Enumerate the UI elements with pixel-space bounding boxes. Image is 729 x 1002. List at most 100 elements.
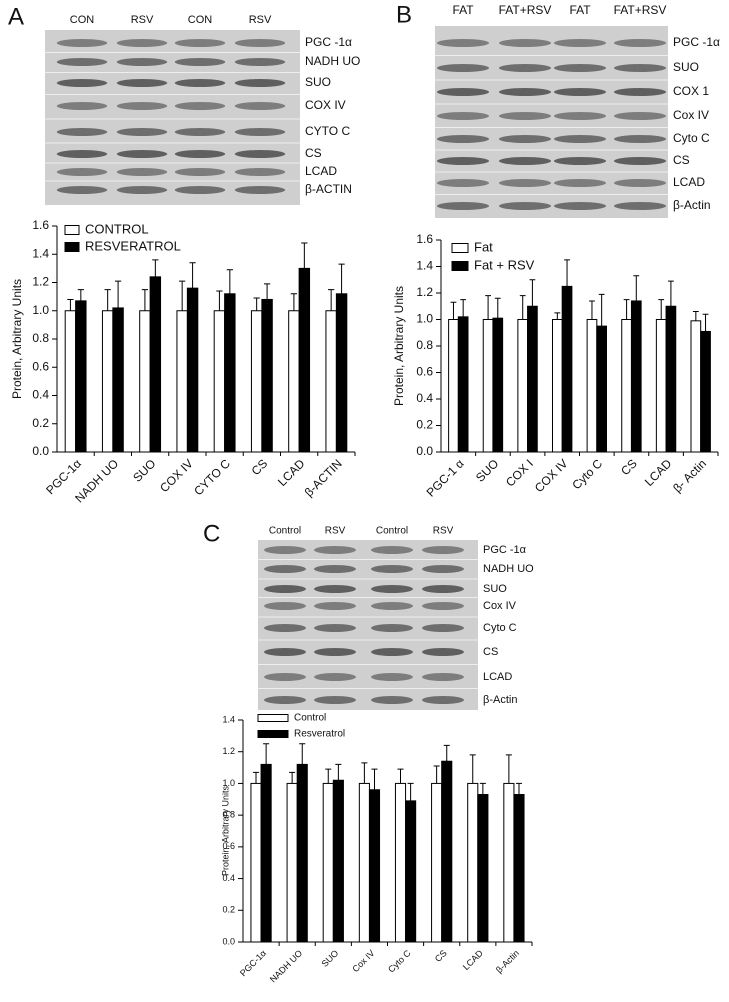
blot-band <box>314 696 356 704</box>
error-bar <box>658 299 665 320</box>
blot-band <box>116 39 168 47</box>
blot-band <box>613 39 667 47</box>
legend-swatch <box>257 714 289 722</box>
y-tick-label: 0.8 <box>32 331 49 345</box>
error-bar <box>216 290 223 311</box>
bar <box>213 310 226 453</box>
bar <box>431 782 443 943</box>
blot-band <box>553 202 607 210</box>
y-tick-label: 0.8 <box>416 338 433 352</box>
x-tick-label: COX I <box>503 456 536 489</box>
x-tick-label: SUO <box>320 948 341 969</box>
x-tick-label: CS <box>618 456 640 478</box>
y-tick-label: 1.4 <box>416 259 433 273</box>
blot-band <box>314 602 356 610</box>
blot-band <box>234 186 286 194</box>
blot-band <box>436 179 490 187</box>
blot-band <box>553 135 607 143</box>
error-bar <box>67 298 74 311</box>
error-bar <box>460 299 467 317</box>
blot-band <box>264 673 306 681</box>
blot-band <box>174 168 226 176</box>
error-bar <box>77 289 84 301</box>
blot-band <box>264 602 306 610</box>
bar <box>630 300 642 453</box>
bar <box>332 779 344 943</box>
bar <box>325 310 337 453</box>
blot-band <box>314 546 356 554</box>
lane-label: CON <box>188 14 213 26</box>
lane-label: CON <box>70 14 95 26</box>
blot-band <box>553 157 607 165</box>
blot-band <box>56 58 108 66</box>
legend-swatch <box>451 261 469 271</box>
y-tick-label: 0.2 <box>32 416 49 430</box>
panel-letter: A <box>8 3 24 30</box>
bar <box>482 319 494 453</box>
protein-label: PGC -1α <box>483 544 527 556</box>
x-tick-label: CYTO C <box>191 456 233 498</box>
x-tick-label: Cyto C <box>569 456 605 492</box>
blot-band <box>498 135 552 143</box>
blot-band <box>314 673 356 681</box>
blot-band <box>234 128 286 136</box>
error-bar <box>554 312 561 320</box>
blot-band <box>116 58 168 66</box>
bar <box>405 800 417 943</box>
blot-band <box>613 135 667 143</box>
blot-band <box>116 79 168 87</box>
blot-band <box>174 58 226 66</box>
blot-band <box>116 150 168 158</box>
error-bar <box>623 299 630 320</box>
protein-label: CS <box>483 646 498 658</box>
blot-band <box>553 112 607 120</box>
y-tick-label: 0.2 <box>416 418 433 432</box>
error-bar <box>564 259 570 287</box>
y-tick-label: 1.4 <box>32 246 49 260</box>
blot-band <box>174 39 226 47</box>
blot-band <box>613 157 667 165</box>
blot-band <box>553 179 607 187</box>
blot-band <box>234 102 286 110</box>
x-tick-label: LCAD <box>642 456 675 489</box>
x-tick-label: Cyto C <box>386 948 413 975</box>
lane-label: FAT+RSV <box>614 3 667 17</box>
bar <box>492 317 504 453</box>
bar <box>690 320 702 453</box>
blot-band <box>56 150 108 158</box>
blot-band <box>613 112 667 120</box>
y-tick-label: 0.6 <box>222 841 235 851</box>
x-tick-label: LCAD <box>461 948 485 972</box>
bar <box>250 310 263 453</box>
error-bar <box>263 283 271 300</box>
error-bar <box>325 768 332 784</box>
error-bar <box>598 293 605 327</box>
bar <box>288 310 300 453</box>
lane-label: RSV <box>131 14 154 26</box>
y-tick-label: 0.4 <box>222 873 235 883</box>
error-bar <box>450 301 457 320</box>
blot-band <box>553 88 607 96</box>
bar <box>139 310 151 453</box>
error-bar <box>104 289 111 311</box>
blot-band <box>371 696 413 704</box>
lane-label: FAT+RSV <box>499 3 552 17</box>
error-bar <box>519 295 526 320</box>
y-axis-label: Protein, Arbitrary Units <box>392 286 406 406</box>
x-tick-label: COX IV <box>532 456 571 495</box>
blot-band <box>436 39 490 47</box>
error-bar <box>494 297 501 319</box>
blot-band <box>264 648 306 656</box>
bar <box>457 316 469 453</box>
bar <box>517 319 529 453</box>
error-bar <box>397 768 404 784</box>
y-tick-label: 1.6 <box>32 218 49 232</box>
legend-swatch <box>64 242 80 252</box>
y-tick-label: 0.6 <box>32 359 49 373</box>
error-bar <box>289 771 296 784</box>
protein-label: β-ACTIN <box>305 182 352 196</box>
blot-band <box>174 128 226 136</box>
blot-band <box>613 179 667 187</box>
bar <box>448 319 459 453</box>
protein-label: COX IV <box>305 98 346 112</box>
